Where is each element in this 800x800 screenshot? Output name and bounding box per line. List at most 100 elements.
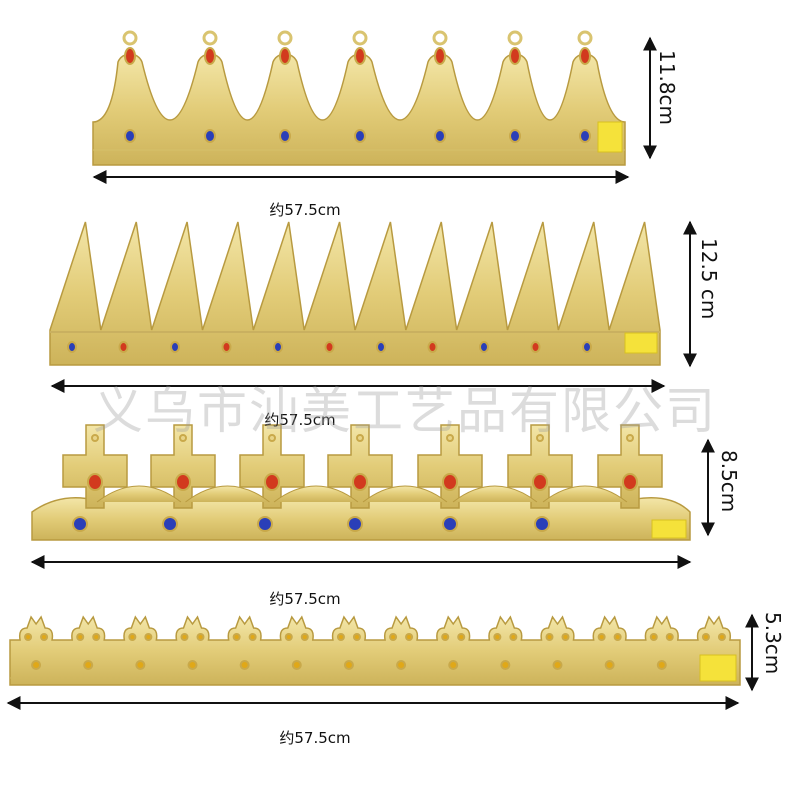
tab: [624, 332, 658, 354]
gem: [124, 47, 136, 65]
gem: [300, 633, 309, 641]
gem: [257, 516, 273, 532]
gem: [545, 633, 554, 641]
gem: [561, 633, 570, 641]
height-label: 5.3cm: [761, 612, 785, 674]
width-label: 约57.5cm: [269, 201, 340, 219]
gem: [135, 660, 146, 670]
crown-cross: [239, 424, 305, 509]
gem: [427, 341, 438, 353]
gem: [24, 633, 33, 641]
gem: [649, 633, 658, 641]
crown-arch: [273, 485, 359, 503]
crown-body: [9, 615, 741, 686]
gem: [221, 341, 232, 353]
crown-loop: [577, 30, 593, 46]
gem: [239, 660, 250, 670]
gem: [579, 129, 591, 143]
gem: [442, 516, 458, 532]
crown-cross: [597, 424, 663, 509]
crown-cross: [150, 424, 216, 509]
width-label: 约57.5cm: [269, 590, 340, 608]
tab: [699, 654, 737, 682]
gem: [76, 633, 85, 641]
tab: [651, 519, 687, 539]
gem: [352, 633, 361, 641]
gem: [196, 633, 205, 641]
gem: [354, 47, 366, 65]
gem: [376, 341, 386, 353]
gem: [83, 660, 94, 670]
gem: [187, 660, 198, 670]
gem: [179, 434, 187, 442]
gem: [204, 129, 216, 143]
crown-arch: [362, 485, 448, 503]
crown-body: [49, 221, 661, 366]
gem: [613, 633, 622, 641]
height-label: 8.5cm: [717, 450, 741, 512]
gem: [434, 129, 446, 143]
crown-loop: [202, 30, 218, 46]
height-label: 12.5 cm: [697, 238, 721, 319]
gem: [701, 633, 710, 641]
gem: [479, 341, 489, 353]
height-label: 11.8cm: [655, 50, 679, 125]
gem: [389, 633, 398, 641]
gem: [622, 473, 638, 491]
crown-loop: [352, 30, 368, 46]
gem: [92, 633, 101, 641]
gem: [180, 633, 189, 641]
gem: [354, 129, 366, 143]
gem: [582, 341, 592, 353]
gem: [626, 434, 634, 442]
gem: [352, 473, 368, 491]
gem: [441, 633, 450, 641]
gem: [72, 516, 88, 532]
gem: [717, 633, 726, 641]
gem: [442, 473, 458, 491]
gem: [40, 633, 49, 641]
gem: [175, 473, 191, 491]
gem: [91, 434, 99, 442]
crown-loop: [432, 30, 448, 46]
gem: [457, 633, 466, 641]
gem: [396, 660, 407, 670]
gem: [291, 660, 302, 670]
gem: [162, 516, 178, 532]
gem: [656, 660, 667, 670]
gem: [336, 633, 345, 641]
crown-body: [92, 53, 626, 166]
width-label: 约57.5cm: [264, 411, 335, 429]
gem: [493, 633, 502, 641]
gem: [248, 633, 257, 641]
gem: [446, 434, 454, 442]
crown-arch: [542, 485, 628, 503]
gem: [509, 129, 521, 143]
gem: [534, 516, 550, 532]
gem: [597, 633, 606, 641]
crown-loop: [507, 30, 523, 46]
gem: [530, 341, 541, 353]
gem: [536, 434, 544, 442]
crowns: [9, 30, 741, 686]
gem: [284, 633, 293, 641]
gem: [500, 660, 511, 670]
gem: [448, 660, 459, 670]
gem: [170, 341, 180, 353]
gem: [264, 473, 280, 491]
gem: [579, 47, 591, 65]
watermark: 义乌市汕美工艺品有限公司: [93, 382, 717, 440]
gem: [356, 434, 364, 442]
gem: [31, 660, 42, 670]
gem: [204, 47, 216, 65]
gem: [128, 633, 137, 641]
crown-cross: [327, 424, 393, 509]
crown-loop: [277, 30, 293, 46]
gem: [232, 633, 241, 641]
gem: [405, 633, 414, 641]
gem: [604, 660, 615, 670]
gem: [343, 660, 354, 670]
crown-cross: [62, 424, 128, 509]
gem: [509, 633, 518, 641]
